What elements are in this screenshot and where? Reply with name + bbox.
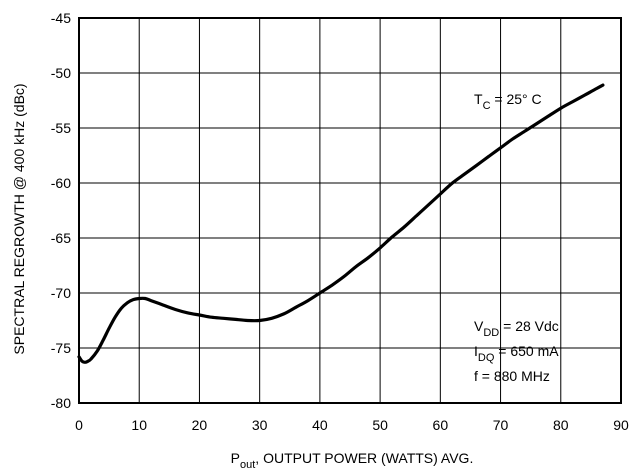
x-tick-label: 20 bbox=[192, 417, 208, 433]
vdd-annotation: VDD = 28 Vdc bbox=[474, 318, 559, 339]
x-tick-label: 70 bbox=[493, 417, 509, 433]
y-tick-label: -50 bbox=[51, 65, 71, 81]
x-tick-label: 40 bbox=[312, 417, 328, 433]
y-tick-label: -75 bbox=[51, 340, 71, 356]
x-tick-label: 10 bbox=[131, 417, 147, 433]
x-tick-label: 50 bbox=[372, 417, 388, 433]
y-tick-label: -65 bbox=[51, 230, 71, 246]
y-tick-label: -55 bbox=[51, 120, 71, 136]
x-tick-label: 80 bbox=[553, 417, 569, 433]
plot-frame bbox=[78, 17, 622, 404]
y-tick-label: -45 bbox=[51, 10, 71, 26]
x-tick-label: 60 bbox=[433, 417, 449, 433]
freq-annotation: f = 880 MHz bbox=[474, 368, 550, 384]
y-tick-label: -70 bbox=[51, 285, 71, 301]
series-line bbox=[77, 83, 605, 364]
y-tick-label: -60 bbox=[51, 175, 71, 191]
x-tick-label: 90 bbox=[613, 417, 629, 433]
tc-annotation: TC = 25° C bbox=[474, 91, 542, 112]
y-tick-label: -80 bbox=[51, 395, 71, 411]
idq-annotation: IDQ = 650 mA bbox=[474, 343, 559, 364]
x-axis-label: Pout, OUTPUT POWER (WATTS) AVG. bbox=[231, 450, 474, 471]
x-tick-label: 0 bbox=[75, 417, 83, 433]
y-tick-labels: -45 -50 -55 -60 -65 -70 -75 -80 bbox=[51, 10, 71, 411]
y-axis-label: SPECTRAL REGROWTH @ 400 kHz (dBc) bbox=[11, 83, 27, 354]
x-tick-label: 30 bbox=[252, 417, 268, 433]
x-tick-labels: 0 10 20 30 40 50 60 70 80 90 bbox=[75, 417, 629, 433]
